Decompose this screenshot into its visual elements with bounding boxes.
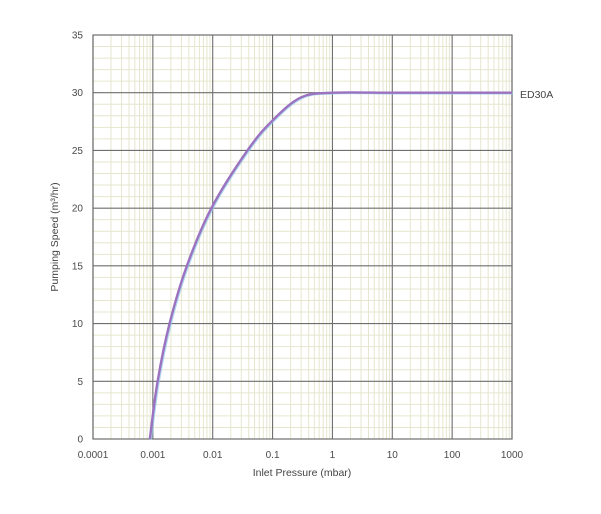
y-tick-label: 10 (72, 319, 84, 330)
pumping-speed-curve (148, 91, 514, 440)
x-tick-label: 0.0001 (78, 450, 109, 461)
y-tick-label: 35 (72, 31, 84, 42)
y-tick-label: 0 (77, 435, 83, 446)
x-tick-label: 100 (444, 450, 461, 461)
x-axis-ticks: 0.0001 0.001 0.01 0.1 1 10 100 1000 (78, 450, 524, 461)
x-tick-label: 10 (387, 450, 399, 461)
y-tick-label: 25 (72, 146, 84, 157)
y-tick-label: 20 (72, 204, 84, 215)
x-tick-label: 1000 (501, 450, 524, 461)
series-label-ed30a: ED30A (520, 89, 553, 101)
x-tick-label: 1 (330, 450, 336, 461)
y-tick-label: 5 (77, 377, 83, 388)
y-tick-label: 30 (72, 88, 84, 99)
x-axis-label: Inlet Pressure (mbar) (253, 467, 352, 479)
y-axis-label: Pumping Speed (m³/hr) (49, 182, 61, 291)
x-tick-label: 0.01 (203, 450, 223, 461)
y-tick-label: 15 (72, 261, 84, 272)
x-tick-label: 0.1 (266, 450, 280, 461)
y-axis-ticks: 0 5 10 15 20 25 30 35 (72, 31, 84, 446)
x-tick-label: 0.001 (140, 450, 165, 461)
major-grid (92, 34, 513, 440)
